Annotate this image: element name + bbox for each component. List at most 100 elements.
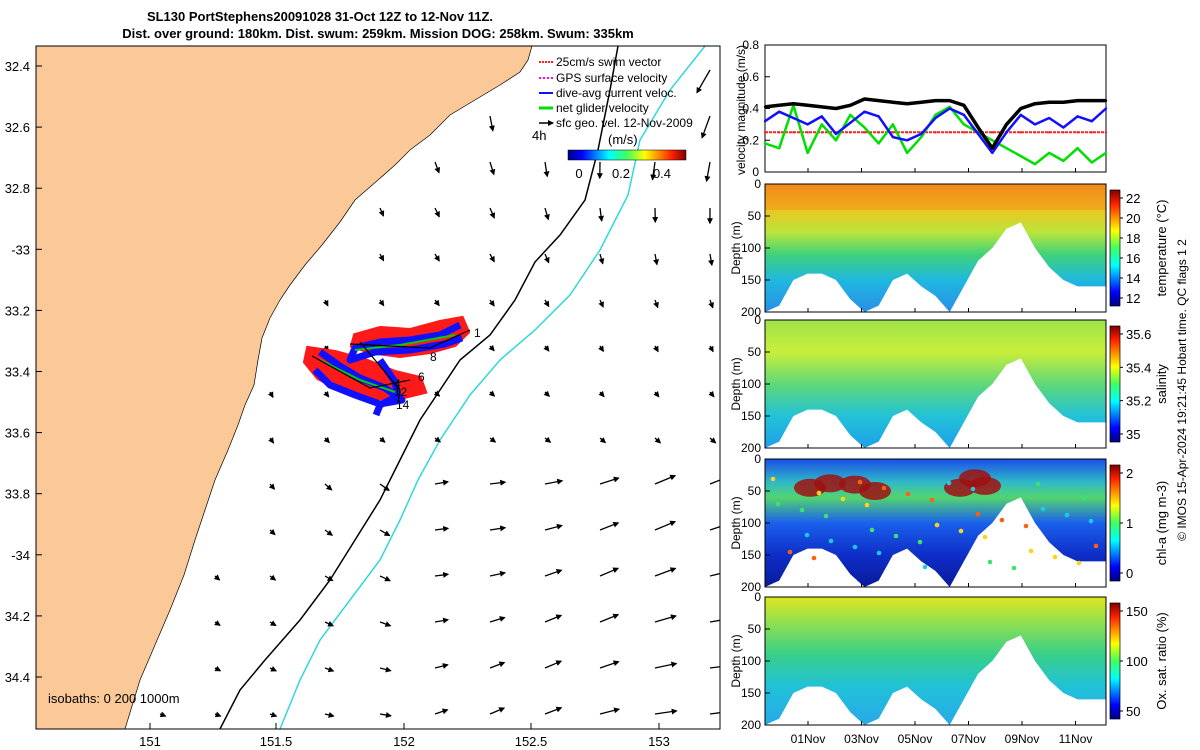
- current-vector-arrow: [378, 253, 385, 262]
- current-vector-arrow: [544, 614, 563, 623]
- colorbar-tick-label: 35.4: [1126, 360, 1151, 375]
- colorbar-tick-1: 0.2: [612, 166, 630, 181]
- section-panel-chl: 0 50 100 150 200 Depth (m) 2 1 0 chl-a (mg m-3): [729, 452, 1169, 594]
- velocity-data-point: [778, 110, 781, 113]
- current-vector-arrow: [544, 478, 564, 485]
- colorbar-tick-label: 2: [1126, 466, 1133, 481]
- depth-tick-label: 50: [748, 345, 762, 359]
- velocity-data-point: [834, 107, 838, 110]
- current-vector-arrow: [654, 614, 677, 623]
- velocity-data-point: [934, 99, 937, 102]
- velocity-data-point: [920, 135, 923, 139]
- velocity-data-point: [877, 115, 880, 118]
- current-vector-arrow: [489, 479, 507, 486]
- legend-gps-velocity-label: GPS surface velocity: [556, 71, 667, 85]
- map-y-tick-label: 34.4: [5, 670, 30, 685]
- current-vector-arrow: [709, 572, 720, 577]
- colorbar-tick-label: 0: [1126, 566, 1133, 581]
- velocity-data-point: [1033, 162, 1037, 166]
- chl-maximum-patch: [814, 474, 846, 493]
- current-vector-arrow: [322, 299, 329, 307]
- current-vector-arrow: [598, 207, 605, 222]
- velocity-data-point: [834, 139, 838, 142]
- velocity-data-point: [1047, 151, 1051, 155]
- current-vector-arrow: [489, 661, 506, 669]
- velocity-data-point: [891, 135, 895, 139]
- map-y-tick-label: 33.8: [5, 487, 30, 502]
- map-y-tick-label: 33.6: [5, 426, 30, 441]
- colorbar-tick-label: 35.6: [1126, 327, 1151, 342]
- current-vector-arrow: [708, 253, 715, 267]
- current-vector-arrow: [324, 620, 334, 627]
- colorbar-tick-label: 20: [1126, 211, 1140, 226]
- chl-sample-dot: [1028, 548, 1034, 554]
- current-vector-arrow: [598, 299, 604, 308]
- current-vector-arrow: [489, 436, 497, 443]
- velocity-data-point: [991, 146, 994, 150]
- current-vector-arrow: [709, 666, 720, 669]
- velocity-data-point: [962, 104, 966, 107]
- chl-sample-dot: [816, 490, 822, 496]
- chl-sample-dot: [1093, 543, 1099, 549]
- depth-tick-label: 200: [741, 305, 761, 319]
- chl-sample-dot: [975, 511, 981, 517]
- current-vector-arrow: [213, 574, 221, 581]
- section-field: [765, 320, 1106, 448]
- date-tick-label: 07Nov: [951, 732, 986, 746]
- current-vector-arrow: [434, 571, 450, 578]
- current-vector-arrow: [709, 437, 717, 444]
- current-vector-arrow: [654, 708, 678, 715]
- current-vector-arrow: [379, 712, 392, 718]
- velocity-data-point: [806, 123, 809, 126]
- section-panel-salinity: 0 50 100 150 200 Depth (m) 35.6 35.4 35.2 35 salin…: [729, 313, 1169, 455]
- date-tick-label: 09Nov: [1005, 732, 1040, 746]
- isobath-200m: [219, 46, 619, 729]
- velocity-data-point: [1019, 113, 1022, 117]
- velocity-data-point: [934, 131, 937, 134]
- velocity-data-point: [820, 123, 824, 126]
- velocity-data-point: [792, 131, 795, 134]
- velocity-data-point: [1090, 99, 1093, 102]
- depth-tick-label: 0: [754, 452, 761, 466]
- velocity-data-point: [1019, 131, 1022, 134]
- chl-sample-dot: [799, 507, 805, 513]
- chl-sample-dot: [917, 539, 923, 545]
- depth-tick-label: 50: [748, 484, 762, 498]
- velocity-data-point: [849, 104, 852, 107]
- colorbar-tick-label: 150: [1126, 604, 1148, 619]
- current-vector-arrow: [378, 207, 385, 217]
- current-vector-arrow: [489, 207, 496, 219]
- velocity-data-point: [962, 113, 966, 117]
- velocity-data-point: [1104, 107, 1108, 110]
- current-vector-arrow: [654, 437, 662, 444]
- map-x-tick-label: 152: [393, 734, 415, 749]
- net-glider-velocity-track: [319, 334, 456, 393]
- colorbar-tick-label: 1: [1126, 516, 1133, 531]
- map-x-tick-label: 153: [648, 734, 670, 749]
- current-vector-arrow: [489, 253, 495, 263]
- velocity-y-tick-label: 0.8: [742, 38, 759, 52]
- current-vector-arrow: [488, 115, 495, 132]
- map-frame: [35, 45, 721, 730]
- current-vector-arrow: [599, 476, 620, 485]
- colorbar-title: salinity: [1154, 364, 1169, 404]
- current-vector-arrow: [214, 620, 221, 626]
- depth-tick-label: 200: [741, 718, 761, 732]
- velocity-data-point: [1104, 151, 1108, 155]
- velocity-data-point: [920, 132, 923, 136]
- current-vector-arrow: [323, 436, 330, 444]
- track-waypoint-label: 14: [396, 398, 410, 412]
- current-vector-arrow: [214, 711, 222, 718]
- velocity-data-point: [1090, 161, 1093, 164]
- colorbar-tick-label: 50: [1126, 704, 1140, 719]
- velocity-data-point: [778, 131, 781, 134]
- velocity-data-point: [991, 139, 994, 142]
- chl-sample-dot: [1076, 560, 1082, 566]
- velocity-data-point: [863, 97, 866, 101]
- velocity-data-point: [1019, 107, 1022, 110]
- current-vector-arrow: [599, 660, 620, 669]
- chl-sample-dot: [929, 497, 935, 503]
- velocity-data-point: [1076, 99, 1079, 102]
- current-vector-arrow: [434, 708, 449, 715]
- colorbar-title: temperature (°C): [1154, 200, 1169, 297]
